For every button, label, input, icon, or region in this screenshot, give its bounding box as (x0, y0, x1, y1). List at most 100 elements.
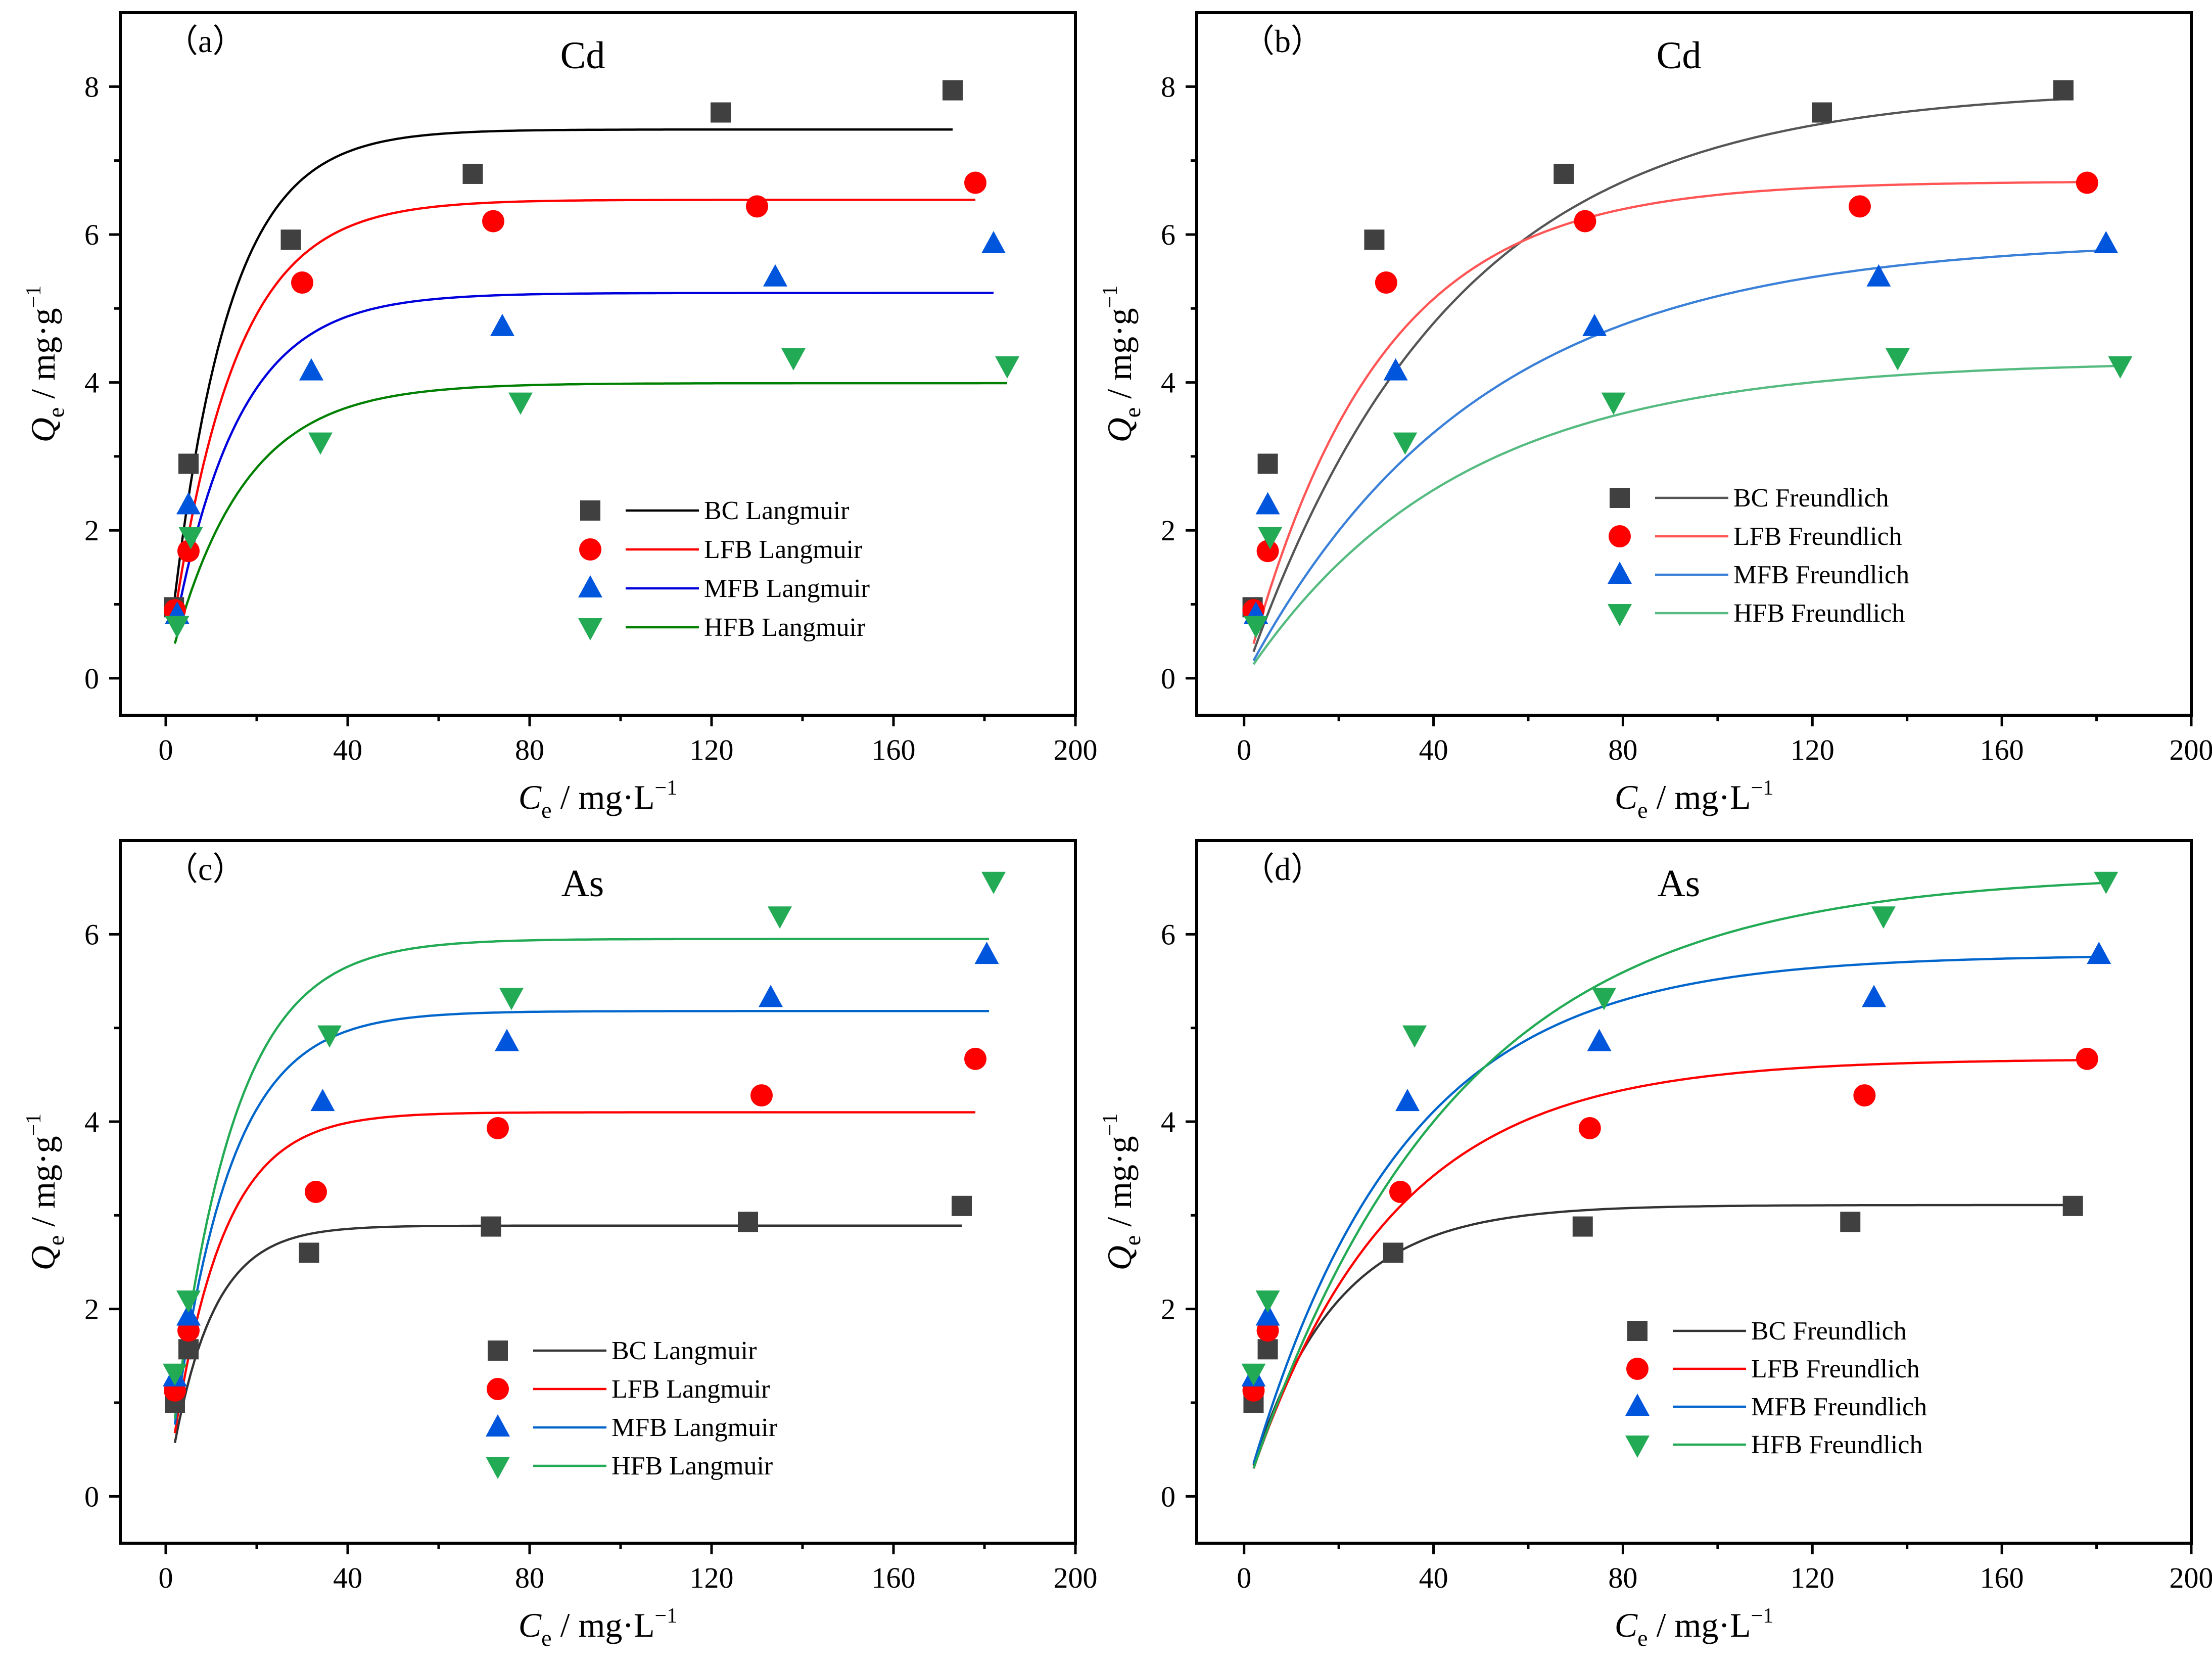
data-point (943, 80, 963, 101)
data-point (763, 264, 787, 287)
data-point (178, 1339, 199, 1360)
data-point (1255, 492, 1280, 515)
x-axis-label: Ce / mg·L−1 (1615, 776, 1773, 823)
y-axis-label: Qe / mg·g−1 (1099, 1114, 1145, 1271)
data-point (310, 1089, 335, 1112)
data-point (1601, 392, 1626, 415)
data-point (1383, 358, 1408, 381)
data-point (487, 1117, 509, 1139)
legend-marker (1608, 604, 1632, 626)
data-point (178, 453, 199, 474)
x-tick-label: 40 (333, 1561, 362, 1594)
data-point (490, 313, 514, 336)
data-point (1572, 1216, 1593, 1237)
data-point (1574, 210, 1596, 233)
legend-label: MFB Langmuir (611, 1413, 777, 1442)
data-point (291, 271, 313, 294)
legend-label: HFB Freundlich (1751, 1430, 1922, 1459)
legend-marker (1610, 488, 1630, 508)
x-tick-label: 40 (333, 733, 362, 766)
data-point (746, 195, 768, 218)
legend-marker (578, 618, 602, 640)
data-point (482, 210, 504, 233)
data-point (176, 1290, 201, 1313)
data-point (964, 171, 986, 194)
y-tick-label: 0 (1161, 662, 1175, 695)
fit-curve (173, 198, 975, 615)
data-point (163, 1363, 187, 1386)
data-point (2053, 80, 2074, 101)
plot-frame (119, 839, 1077, 1545)
data-point (299, 1242, 319, 1263)
x-tick-label: 0 (159, 733, 173, 766)
x-axis-label: Ce / mg·L−1 (1615, 1604, 1773, 1651)
y-tick-label: 4 (84, 366, 99, 399)
legend-marker (1626, 1358, 1649, 1380)
fit-curve (173, 938, 989, 1419)
legend-marker (488, 1340, 508, 1361)
data-point (1364, 229, 1385, 250)
y-tick-label: 4 (1161, 1105, 1175, 1138)
data-point (738, 1212, 758, 1232)
data-point (1554, 163, 1574, 184)
data-point (176, 1303, 201, 1326)
data-point (1395, 1089, 1420, 1112)
data-point (481, 1216, 501, 1237)
data-point (2076, 1047, 2098, 1070)
x-tick-label: 160 (1980, 733, 2024, 766)
y-tick-label: 2 (1161, 1293, 1175, 1326)
x-tick-label: 40 (1419, 733, 1448, 766)
data-point (280, 229, 301, 250)
data-point (508, 392, 533, 415)
data-point (1812, 102, 1832, 123)
x-tick-label: 160 (872, 1561, 916, 1594)
data-point (1393, 432, 1418, 455)
data-point (1582, 313, 1607, 336)
data-point (1853, 1084, 1876, 1107)
panel-1: 0 40 80 120 160 200 0 2 4 6 8 Cd （a） Ce / mg·L−1 Qe / … (22, 11, 1098, 823)
y-tick-label: 0 (84, 662, 99, 695)
fit-curve (1252, 249, 2106, 662)
x-tick-label: 120 (1791, 733, 1834, 766)
data-point (781, 348, 806, 371)
legend-label: HFB Langmuir (611, 1452, 773, 1481)
data-point (299, 358, 323, 381)
legend-label: LFB Langmuir (611, 1375, 770, 1404)
legend-label: MFB Freundlich (1751, 1393, 1927, 1421)
legend-label: BC Langmuir (704, 496, 849, 525)
fit-curve (1252, 955, 2101, 1464)
data-point (1871, 906, 1896, 929)
y-tick-label: 6 (84, 918, 99, 951)
legend-marker (1625, 1394, 1650, 1416)
data-point (165, 616, 190, 638)
legend-label: HFB Langmuir (704, 613, 865, 642)
plot-frame (1195, 839, 2193, 1545)
data-point (1255, 1303, 1280, 1326)
x-tick-label: 0 (1237, 1561, 1251, 1594)
fit-curve (1252, 180, 2087, 644)
panel-2: 0 40 80 120 160 200 0 2 4 6 8 Cd （b） Ce / mg·L−1 Qe / … (1099, 11, 2212, 823)
panel-label: （d） (1242, 851, 1323, 887)
x-axis-label: Ce / mg·L−1 (519, 1604, 677, 1651)
legend-label: HFB Freundlich (1733, 599, 1905, 628)
fit-curve (1252, 98, 2064, 653)
x-tick-label: 120 (1791, 1561, 1834, 1594)
data-point (2094, 871, 2119, 894)
data-point (177, 540, 200, 563)
data-point (711, 102, 731, 123)
data-point (2076, 171, 2098, 194)
data-point (1258, 527, 1283, 549)
y-tick-label: 8 (84, 70, 99, 103)
fit-curve (173, 1111, 975, 1433)
data-point (178, 527, 203, 549)
panel-label: （a） (166, 23, 245, 59)
panel-title: As (1658, 862, 1700, 905)
panel-3: 0 40 80 120 160 200 0 2 4 6 As （c） Ce / mg·L−1 Qe / m… (22, 839, 1098, 1651)
fit-curve (1252, 1059, 2087, 1469)
y-tick-label: 4 (1161, 366, 1175, 399)
data-point (1578, 1117, 1601, 1139)
data-point (1383, 1242, 1403, 1263)
data-point (750, 1084, 773, 1107)
data-point (2094, 230, 2119, 253)
x-axis-label: Ce / mg·L−1 (519, 776, 677, 823)
